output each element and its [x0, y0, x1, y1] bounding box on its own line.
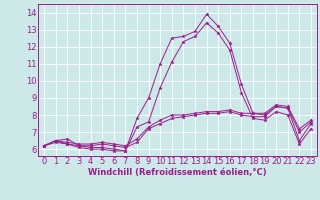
X-axis label: Windchill (Refroidissement éolien,°C): Windchill (Refroidissement éolien,°C): [88, 168, 267, 177]
